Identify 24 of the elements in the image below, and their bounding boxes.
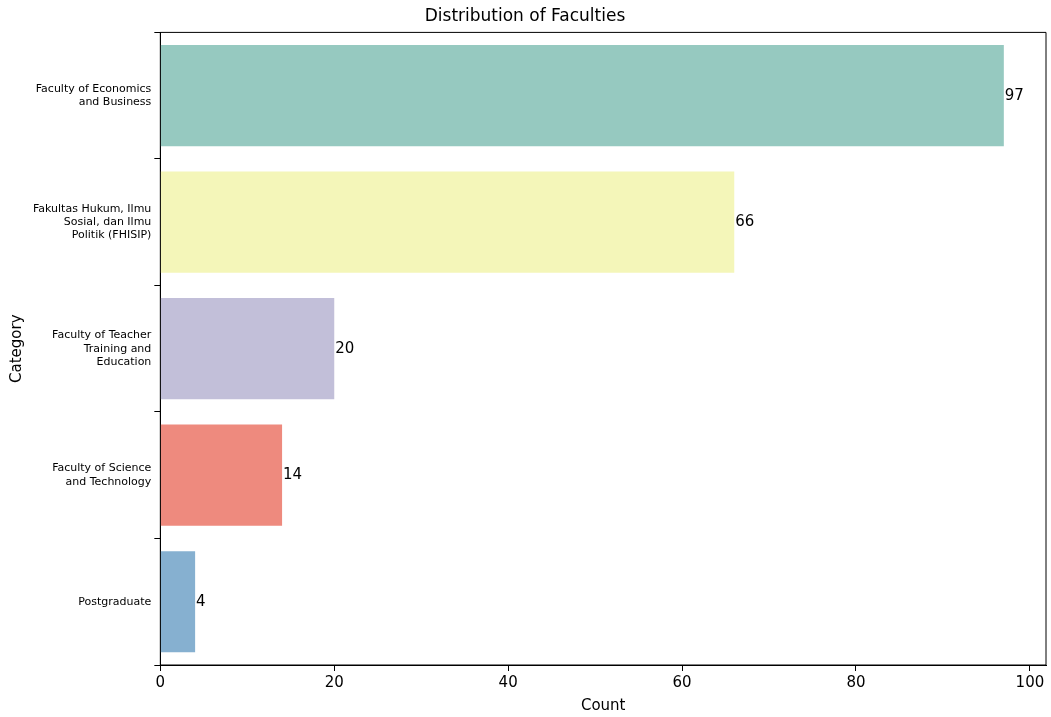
bar [160,424,283,526]
y-tick-label: Faculty of Science and Technology [52,461,152,488]
y-axis-title: Category [6,314,25,383]
data-label: 66 [735,212,755,231]
x-tick-label: 60 [672,672,692,691]
data-label: 97 [1004,85,1024,104]
bar [160,171,735,273]
data-label: 20 [335,338,355,357]
x-tick-label: 40 [498,672,518,691]
x-tick-label: 80 [846,672,866,691]
chart-title: Distribution of Faculties [424,4,626,25]
data-label: 14 [283,465,303,484]
y-tick-label: Postgraduate [78,594,152,608]
y-tick-label: Faculty of Economics and Business [35,81,152,109]
x-tick-label: 20 [324,672,344,691]
x-tick-label: 100 [1015,672,1045,691]
x-tick-label: 0 [155,672,166,691]
x-axis-title: Count [580,695,626,714]
bar [160,298,335,400]
bar [160,551,196,653]
y-tick-label: Faculty of Teacher Training and Education [52,328,152,368]
data-label: 4 [196,591,206,610]
y-tick-label: Fakultas Hukum, Ilmu Sosial, dan Ilmu Politik (FHISIP) [33,201,152,242]
bar [160,45,1004,147]
